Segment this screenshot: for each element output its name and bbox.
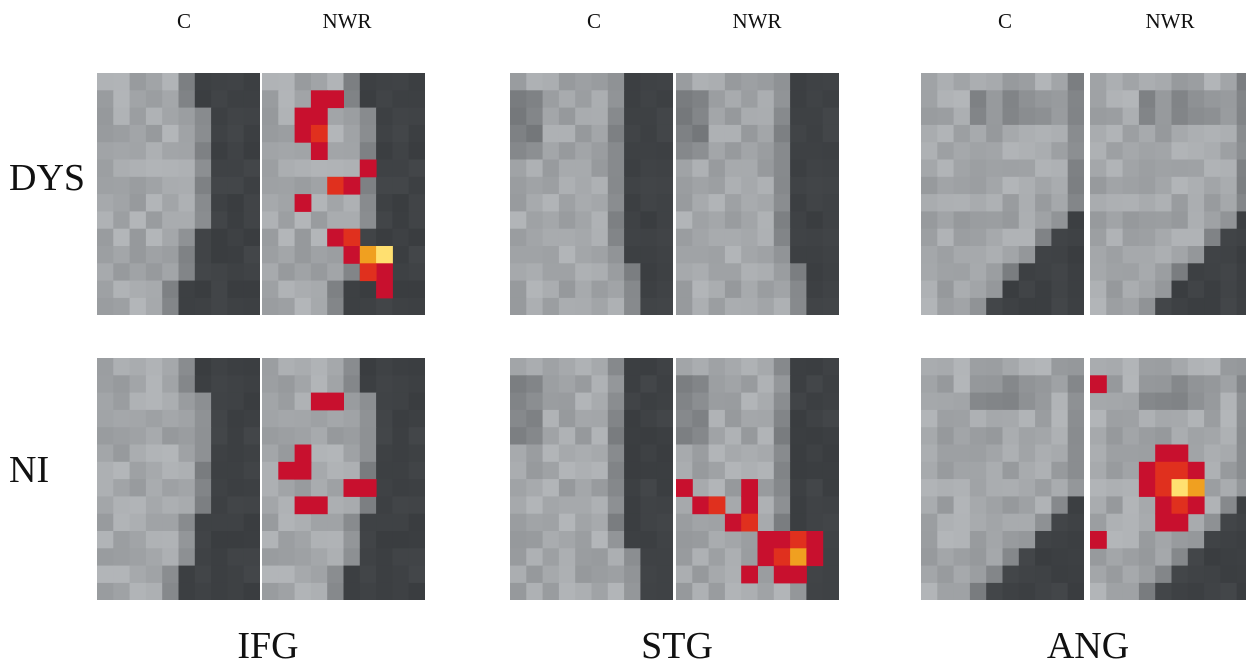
activation-voxel [376,280,393,299]
activation-voxel [294,461,312,480]
activation-voxel [790,565,807,584]
brain-slice-stg-dys-c [510,73,673,315]
activation-voxel [343,246,361,264]
activation-voxel [1187,461,1205,480]
activation-voxel [343,479,361,497]
activation-voxel [294,496,312,515]
region-label-stg: STG [641,625,713,667]
activation-voxel [1090,375,1107,394]
activation-voxel [1090,531,1107,549]
activation-voxel [1138,479,1156,497]
activation-voxel [1138,461,1156,480]
region-label-ifg: IFG [237,625,299,667]
activation-voxel [741,496,758,515]
column-label-nwr-stg: NWR [732,9,782,33]
activation-voxel [790,548,807,567]
activation-voxel [1171,513,1189,532]
column-label-c-ifg: C [176,9,192,33]
row-label-ni: NI [9,449,50,491]
activation-voxel [327,392,344,411]
activation-voxel [1155,444,1172,463]
brain-slice-ifg-ni-nwr [262,358,425,600]
activation-voxel [692,496,710,515]
activation-voxel [359,263,377,282]
activation-voxel [1155,513,1172,532]
row-label-dys: DYS [9,157,86,199]
activation-voxel [741,513,758,532]
activation-voxel [806,531,824,549]
activation-voxel [773,531,791,549]
activation-voxel [343,228,361,247]
region-label-ang: ANG [1046,625,1130,667]
brain-slice-stg-dys-nwr [676,73,839,315]
brain-slice-ang-ni-c [921,358,1084,600]
activation-voxel [806,548,824,567]
activation-voxel [1155,479,1172,497]
activation-voxel [757,531,775,549]
brain-slice-ang-dys-c [921,73,1084,315]
activation-voxel [327,228,344,247]
column-label-c-ang: C [997,9,1013,33]
brain-slice-stg-ni-nwr [676,358,839,600]
brain-slice-ang-ni-nwr [1090,358,1246,600]
activation-voxel [294,444,312,463]
brain-slice-stg-ni-c [510,358,673,600]
column-label-nwr-ifg: NWR [322,9,372,33]
activation-voxel [327,90,344,109]
brain-slice-ifg-dys-nwr [262,73,425,315]
activation-voxel [741,479,758,497]
activation-voxel [724,513,742,532]
activation-voxel [359,246,377,264]
activation-voxel [790,531,807,549]
brain-slice-ang-dys-nwr [1090,73,1246,315]
activation-voxel [343,176,361,195]
activation-voxel [359,479,377,497]
activation-voxel [310,90,328,109]
activation-voxel [294,194,312,212]
column-label-c-stg: C [586,9,602,33]
activation-voxel [278,461,296,480]
activation-voxel [1155,461,1172,480]
activation-voxel [376,263,393,282]
brain-slice-ifg-dys-c [97,73,260,315]
activation-voxel [310,142,328,160]
brain-slice-ifg-ni-c [97,358,260,600]
activation-voxel [1155,496,1172,515]
activation-voxel [1171,461,1189,480]
activation-voxel [1171,444,1189,463]
activation-voxel [294,124,312,143]
activation-voxel [741,565,758,584]
activation-voxel [1187,479,1205,497]
activation-voxel [773,548,791,567]
activation-voxel [1171,496,1189,515]
activation-voxel [376,246,393,264]
column-label-nwr-ang: NWR [1145,9,1195,33]
activation-voxel [310,107,328,126]
activation-voxel [294,107,312,126]
activation-voxel [327,176,344,195]
activation-voxel [1187,496,1205,515]
activation-voxel [708,496,726,515]
activation-voxel [310,124,328,143]
activation-voxel [757,548,775,567]
activation-voxel [1171,479,1189,497]
activation-voxel [310,496,328,515]
activation-voxel [773,565,791,584]
activation-voxel [310,392,328,411]
activation-voxel [676,479,693,497]
activation-voxel [359,159,377,178]
